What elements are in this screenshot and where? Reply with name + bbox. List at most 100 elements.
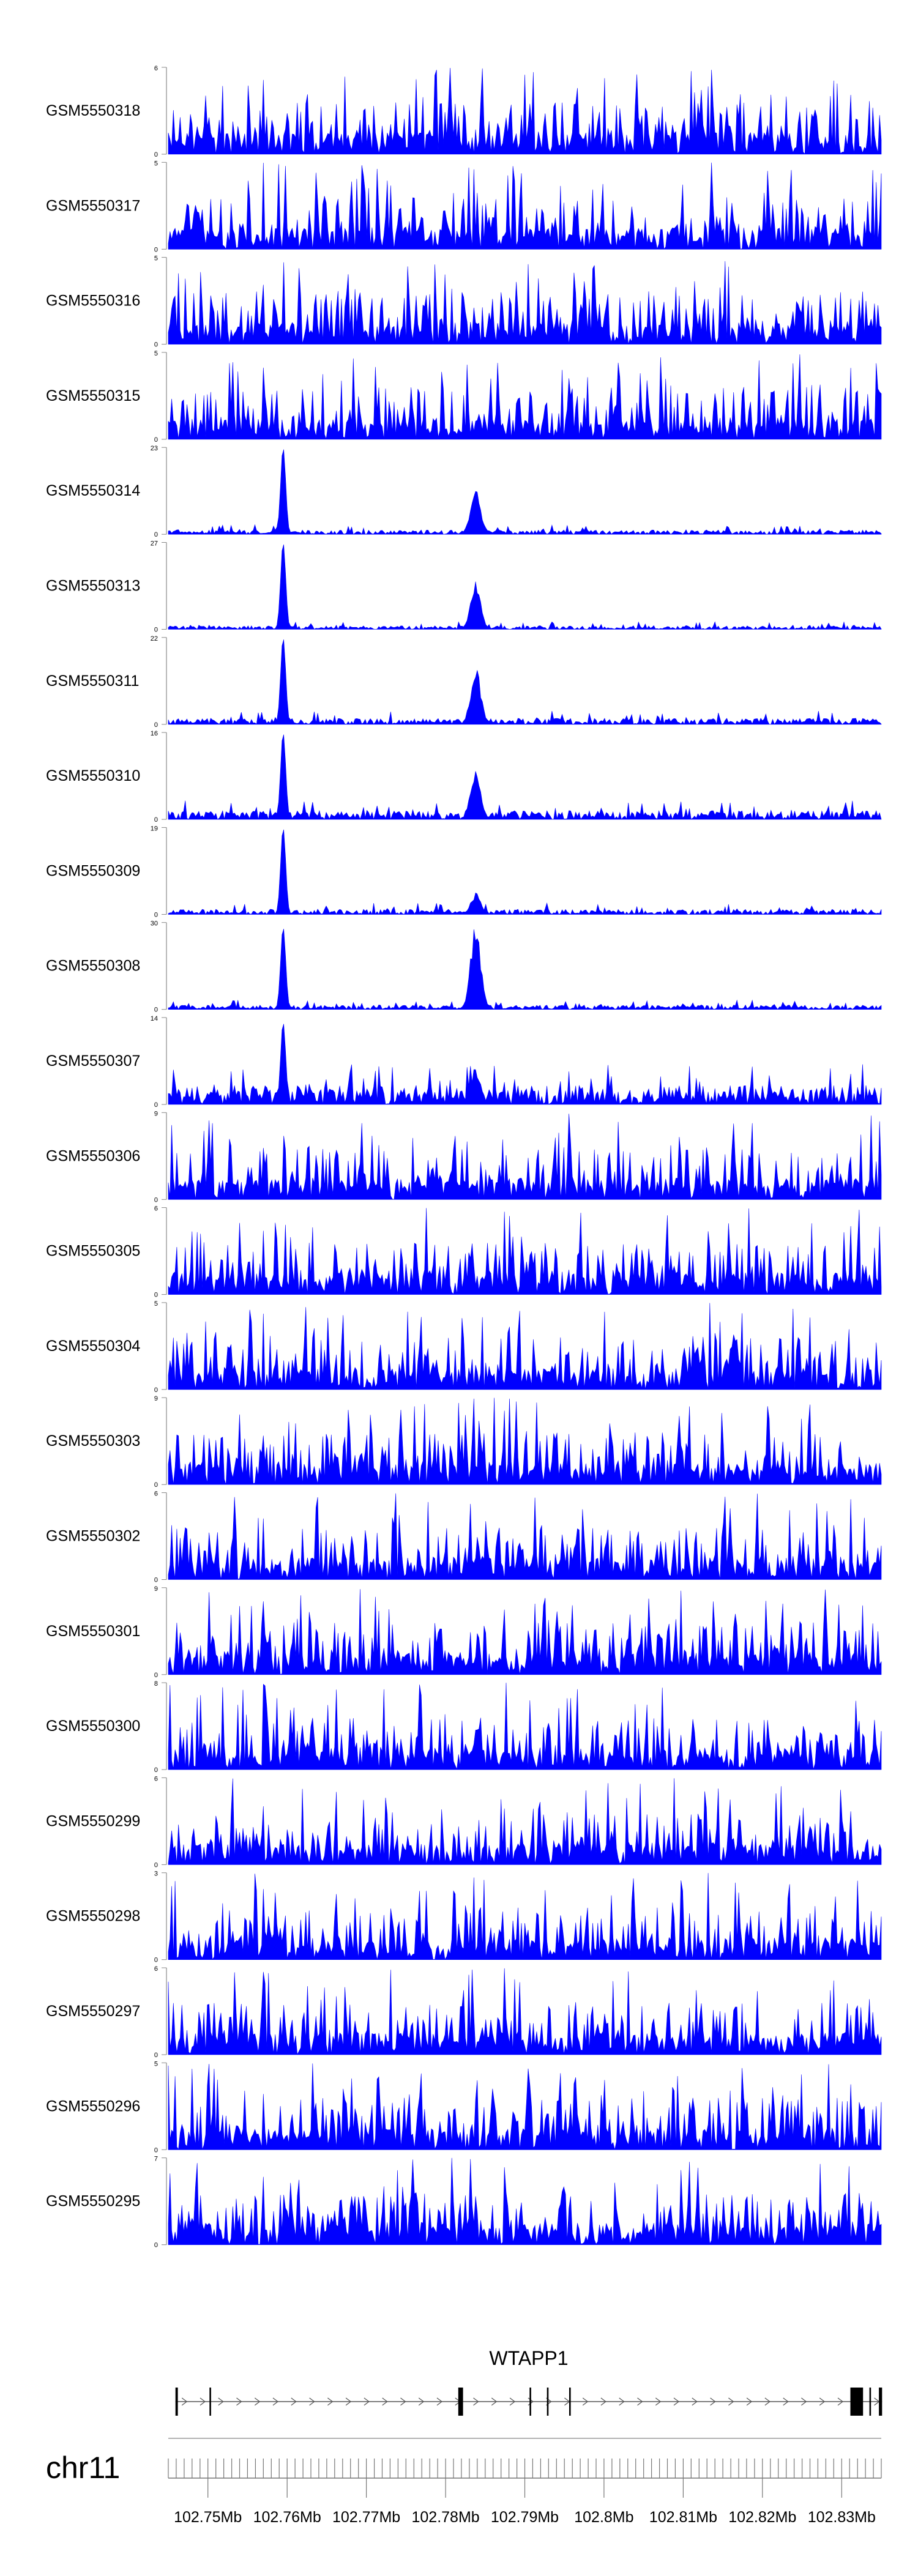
strand-arrow — [327, 2397, 334, 2406]
y-max-tick-label: 27 — [151, 540, 158, 548]
coverage-area — [168, 1208, 882, 1295]
track-label: GSM5550302 — [46, 1528, 140, 1545]
gene-exon — [879, 2388, 883, 2416]
axis-tick-label: 102.8Mb — [574, 2509, 633, 2526]
strand-arrow — [637, 2397, 643, 2406]
y-min-tick-label: 0 — [154, 1387, 158, 1394]
coverage-area — [168, 1589, 882, 1675]
y-min-tick-label: 0 — [154, 1196, 158, 1204]
track-GSM5550317: GSM5550317 5 0 — [46, 160, 882, 253]
track-GSM5550315: GSM5550315 5 0 — [46, 350, 882, 444]
strand-arrow — [382, 2397, 388, 2406]
axis-tick-label: 102.81Mb — [649, 2509, 717, 2526]
coverage-area — [168, 1968, 882, 2055]
coverage-area — [168, 354, 882, 440]
coverage-area — [168, 1303, 882, 1390]
track-label: GSM5550316 — [46, 292, 140, 310]
track-label: GSM5550313 — [46, 578, 140, 595]
coverage-area — [168, 1683, 882, 1770]
y-max-tick-label: 23 — [151, 445, 158, 452]
gene-track: WTAPP1 — [175, 2347, 883, 2416]
track-label: GSM5550314 — [46, 482, 140, 499]
coverage-area — [168, 449, 882, 535]
track-label: GSM5550303 — [46, 1432, 140, 1450]
y-max-tick-label: 8 — [154, 1680, 158, 1688]
track-label: GSM5550311 — [46, 672, 139, 690]
strand-arrow — [837, 2397, 843, 2406]
strand-arrow — [491, 2397, 498, 2406]
track-GSM5550311: GSM5550311 22 0 — [46, 635, 882, 729]
strand-arrow — [619, 2397, 625, 2406]
strand-arrow — [400, 2397, 406, 2406]
strand-arrow — [473, 2397, 479, 2406]
coverage-area — [168, 2157, 882, 2245]
y-max-tick-label: 5 — [154, 255, 158, 262]
gene-exon — [175, 2388, 178, 2416]
y-max-tick-label: 9 — [154, 1585, 158, 1593]
strand-arrow — [509, 2397, 516, 2406]
y-max-tick-label: 5 — [154, 2060, 158, 2068]
gene-name: WTAPP1 — [489, 2347, 568, 2369]
track-GSM5550303: GSM5550303 9 0 — [46, 1395, 882, 1489]
y-max-tick-label: 14 — [151, 1015, 158, 1022]
coverage-area — [168, 544, 882, 630]
track-GSM5550313: GSM5550313 27 0 — [46, 540, 882, 634]
track-GSM5550300: GSM5550300 8 0 — [46, 1680, 882, 1774]
y-max-tick-label: 7 — [154, 2156, 158, 2163]
strand-arrow — [746, 2397, 753, 2406]
track-label: GSM5550299 — [46, 1812, 140, 1830]
strand-arrow — [272, 2397, 278, 2406]
y-max-tick-label: 6 — [154, 65, 158, 72]
strand-arrow — [181, 2397, 188, 2406]
y-min-tick-label: 0 — [154, 1481, 158, 1489]
y-min-tick-label: 0 — [154, 2146, 158, 2154]
y-min-tick-label: 0 — [154, 341, 158, 349]
axis-tick-label: 102.78Mb — [411, 2509, 479, 2526]
y-min-tick-label: 0 — [154, 1101, 158, 1109]
y-max-tick-label: 30 — [151, 920, 158, 928]
y-min-tick-label: 0 — [154, 246, 158, 253]
track-GSM5550299: GSM5550299 6 0 — [46, 1775, 882, 1869]
strand-arrow — [291, 2397, 297, 2406]
track-label: GSM5550295 — [46, 2193, 140, 2210]
strand-arrow — [236, 2397, 242, 2406]
strand-arrow — [801, 2397, 807, 2406]
strand-arrow — [600, 2397, 606, 2406]
y-min-tick-label: 0 — [154, 1007, 158, 1014]
coverage-area — [168, 829, 882, 915]
strand-arrow — [436, 2397, 442, 2406]
track-label: GSM5550300 — [46, 1718, 140, 1735]
strand-arrow — [254, 2397, 261, 2406]
y-max-tick-label: 16 — [151, 730, 158, 737]
coverage-area — [168, 1493, 882, 1580]
strand-arrow — [728, 2397, 734, 2406]
gene-exon — [529, 2388, 531, 2416]
y-max-tick-label: 9 — [154, 1395, 158, 1402]
strand-arrow — [819, 2397, 826, 2406]
gene-exon — [458, 2388, 463, 2416]
coverage-area — [168, 1024, 882, 1105]
strand-arrow — [200, 2397, 206, 2406]
y-min-tick-label: 0 — [154, 151, 158, 158]
y-max-tick-label: 5 — [154, 160, 158, 167]
strand-arrow — [710, 2397, 716, 2406]
track-GSM5550296: GSM5550296 5 0 — [46, 2060, 882, 2154]
track-GSM5550309: GSM5550309 19 0 — [46, 825, 882, 918]
y-max-tick-label: 5 — [154, 1300, 158, 1308]
strand-arrow — [692, 2397, 698, 2406]
genome-axis: chr11 102.75Mb 102.76Mb 102.77Mb 102.78Mb 102… — [46, 2438, 882, 2526]
y-min-tick-label: 0 — [154, 436, 158, 444]
y-min-tick-label: 0 — [154, 2242, 158, 2249]
y-min-tick-label: 0 — [154, 1861, 158, 1869]
strand-arrow — [418, 2397, 425, 2406]
track-GSM5550318: GSM5550318 6 0 — [46, 65, 882, 158]
track-GSM5550297: GSM5550297 6 0 — [46, 1965, 882, 2059]
strand-arrow — [345, 2397, 352, 2406]
y-max-tick-label: 6 — [154, 1775, 158, 1782]
y-min-tick-label: 0 — [154, 1577, 158, 1584]
strand-arrow — [655, 2397, 662, 2406]
coverage-area — [168, 2063, 882, 2150]
track-label: GSM5550304 — [46, 1338, 140, 1355]
track-GSM5550298: GSM5550298 3 0 — [46, 1871, 882, 1964]
